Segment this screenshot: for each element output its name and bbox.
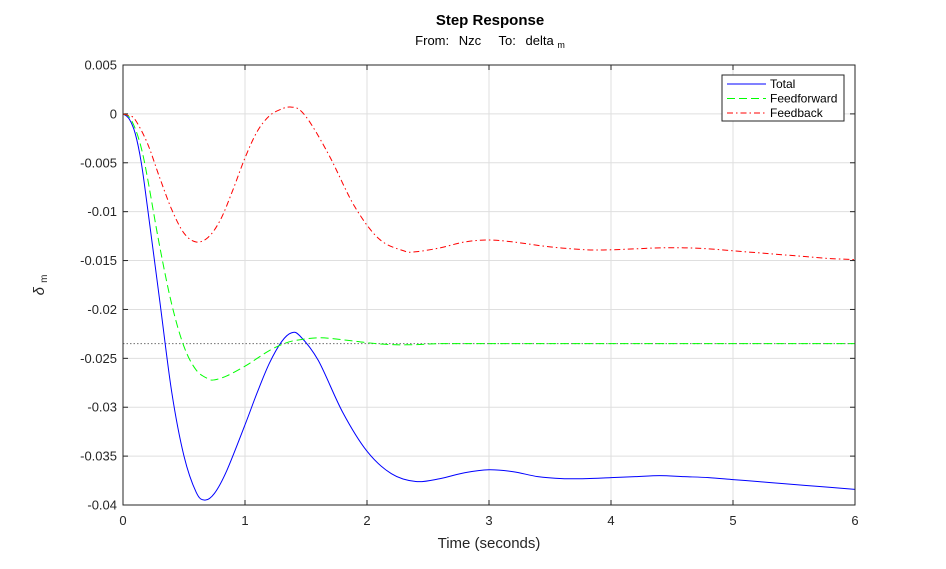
y-tick-label: -0.005 bbox=[80, 155, 117, 170]
x-tick-label: 1 bbox=[241, 513, 248, 528]
y-tick-label: 0.005 bbox=[84, 58, 117, 73]
tick-marks bbox=[122, 64, 856, 506]
legend-label-feedback: Feedback bbox=[770, 106, 824, 120]
x-tick-label: 5 bbox=[729, 513, 736, 528]
series-group bbox=[122, 106, 856, 501]
series-line-total bbox=[122, 113, 856, 501]
y-axis-label-subscript: m bbox=[39, 275, 50, 283]
legend-label-feedforward: Feedforward bbox=[770, 92, 837, 106]
y-tick-label: 0 bbox=[110, 106, 117, 121]
y-tick-label: -0.015 bbox=[80, 253, 117, 268]
x-axis-label: Time (seconds) bbox=[438, 535, 541, 552]
subtitle-to-subscript: m bbox=[557, 40, 565, 50]
legend-label-total: Total bbox=[770, 77, 795, 91]
x-tick-labels: 0 1 2 3 4 5 6 bbox=[119, 513, 858, 528]
plot-frame bbox=[122, 64, 856, 506]
x-tick-label: 2 bbox=[363, 513, 370, 528]
y-axis-label-symbol: δ bbox=[31, 286, 48, 295]
subtitle-to-value: delta bbox=[526, 33, 555, 48]
series-line-feedforward bbox=[122, 113, 855, 381]
subtitle-from-value: Nzc bbox=[459, 33, 482, 48]
y-tick-label: -0.02 bbox=[87, 302, 117, 317]
x-tick-label: 0 bbox=[119, 513, 126, 528]
x-tick-label: 4 bbox=[607, 513, 614, 528]
y-axis-label: δ m bbox=[31, 275, 50, 296]
subtitle-from-prefix: From: bbox=[415, 33, 449, 48]
series-line-feedback bbox=[122, 106, 856, 261]
y-tick-label: -0.035 bbox=[80, 449, 117, 464]
chart-title: Step Response bbox=[436, 12, 544, 29]
y-tick-label: -0.01 bbox=[87, 204, 117, 219]
subtitle-to-prefix: To: bbox=[499, 33, 516, 48]
chart-subtitle: From: Nzc To: delta m bbox=[415, 33, 565, 50]
y-tick-label: -0.04 bbox=[87, 498, 117, 513]
x-tick-label: 6 bbox=[851, 513, 858, 528]
y-tick-labels: 0.005 0 -0.005 -0.01 -0.015 -0.02 -0.025 -0.03 -… bbox=[80, 58, 117, 513]
x-tick-label: 3 bbox=[485, 513, 492, 528]
y-tick-label: -0.03 bbox=[87, 400, 117, 415]
y-tick-label: -0.025 bbox=[80, 351, 117, 366]
